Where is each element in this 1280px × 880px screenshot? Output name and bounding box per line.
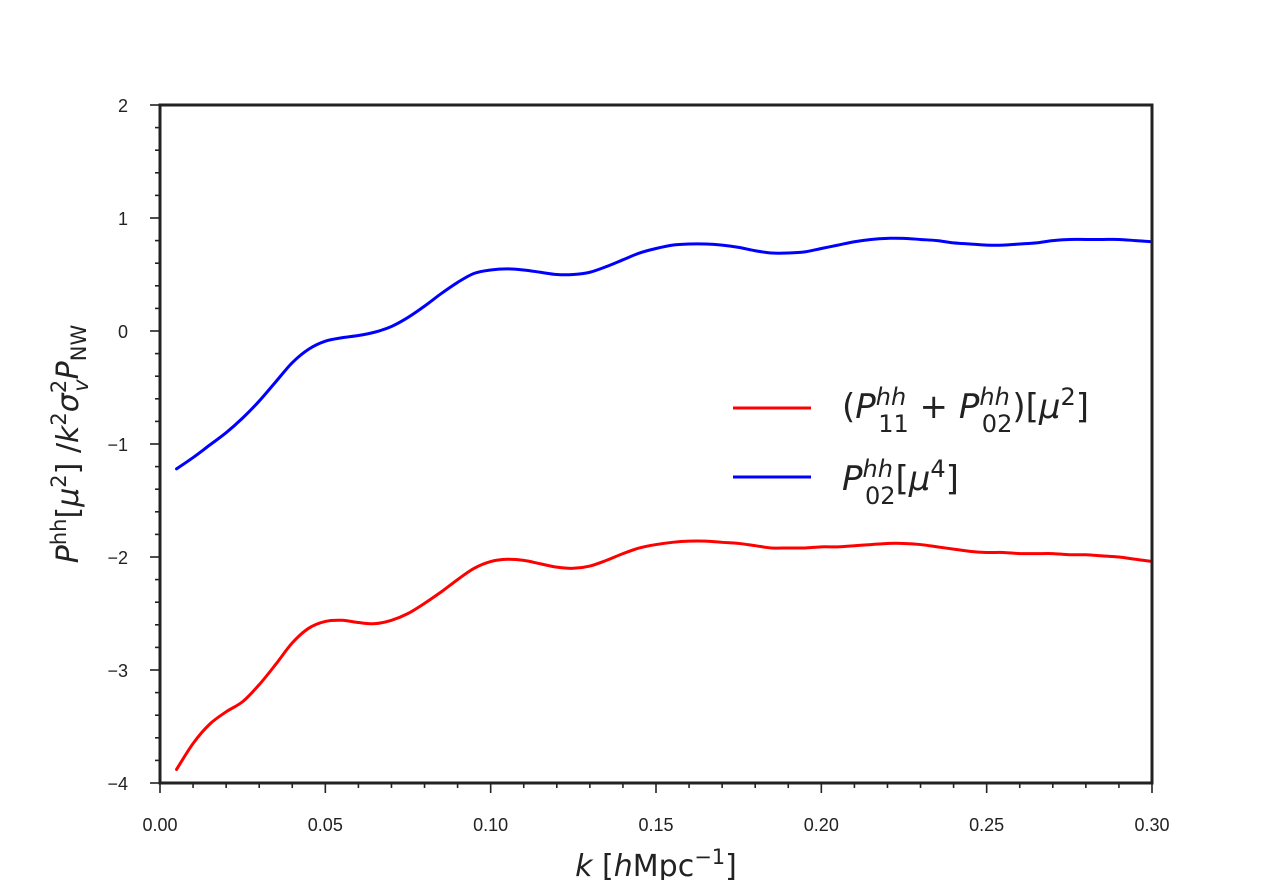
y-tick-label: −1 [107, 435, 128, 455]
x-tick-label: 0.00 [142, 815, 177, 835]
series-lines [175, 236, 1154, 771]
x-tick-label: 0.10 [473, 815, 508, 835]
x-tick-label: 0.25 [969, 815, 1004, 835]
y-tick-label: −4 [107, 774, 128, 794]
y-tick-label: −3 [107, 661, 128, 681]
series-line-1 [175, 539, 1154, 771]
y-axis-label: Phh[μ2] /k2σ2vPNW [47, 325, 93, 564]
y-tick-label: 0 [118, 322, 128, 342]
y-tick-label: 1 [118, 209, 128, 229]
y-tick-label: −2 [107, 548, 128, 568]
legend-label-series-2: Phh 02[μ4] [842, 455, 959, 510]
plot-frame [158, 103, 1154, 785]
legend-label-series-1: (Phh 11 + Phh 02)[μ2] [842, 383, 1089, 438]
series-line-2 [175, 236, 1154, 471]
y-axis-ticks: −4 −3 −2 −1 0 1 2 [107, 96, 160, 794]
x-tick-label: 0.15 [638, 815, 673, 835]
x-axis-label: k [hMpc−1] [575, 845, 737, 880]
legend: (Phh 11 + Phh 02)[μ2] Phh 02[μ4] [733, 383, 1089, 510]
x-axis-ticks: 0.00 0.05 0.10 0.15 0.20 0.25 0.30 [142, 783, 1170, 835]
x-tick-label: 0.20 [804, 815, 839, 835]
y-tick-label: 2 [118, 96, 128, 116]
x-tick-label: 0.05 [308, 815, 343, 835]
x-tick-label: 0.30 [1134, 815, 1169, 835]
